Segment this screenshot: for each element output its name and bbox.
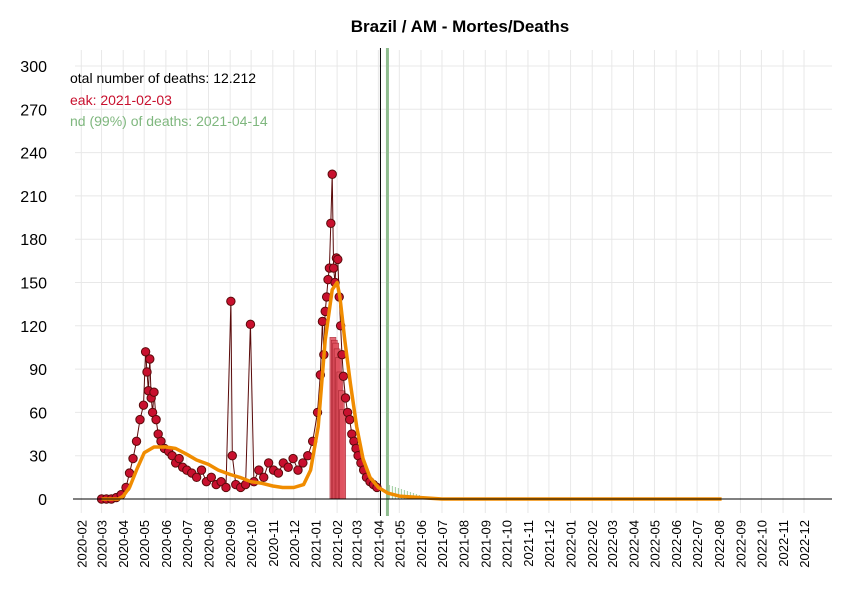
y-tick-label: 300	[20, 59, 47, 76]
x-tick-label: 2021-04	[371, 520, 386, 568]
y-tick-label: 240	[20, 146, 47, 163]
observed-point	[263, 458, 274, 468]
x-tick-label: 2020-12	[287, 520, 302, 568]
x-tick-label: 2021-03	[350, 520, 365, 568]
x-tick-label: 2021-09	[478, 520, 493, 568]
observed-point	[226, 296, 236, 306]
observed-point	[196, 465, 207, 475]
observed-point	[293, 465, 303, 475]
observed-point	[327, 169, 337, 179]
x-tick-label: 2022-05	[647, 520, 662, 568]
observed-point	[221, 482, 231, 493]
observed-point	[338, 371, 349, 382]
observed-point	[288, 453, 298, 464]
peak-bars-layer	[329, 337, 347, 500]
x-tick-label: 2020-11	[266, 520, 281, 567]
x-tick-label: 2020-10	[244, 520, 259, 568]
observed-point	[151, 414, 161, 425]
x-tick-label: 2022-12	[797, 520, 812, 568]
x-tick-label: 2022-04	[626, 520, 641, 568]
x-tick-label: 2021-11	[521, 520, 536, 567]
x-tick-label: 2021-12	[542, 520, 557, 568]
y-tick-label: 270	[20, 102, 47, 119]
x-tick-label: 2022-01	[564, 520, 579, 568]
observed-point	[149, 387, 159, 397]
observed-point	[138, 400, 149, 410]
x-tick-label: 2021-02	[330, 520, 345, 568]
observed-line	[101, 174, 378, 500]
fitted-curve	[101, 280, 722, 501]
y-tick-label: 150	[20, 276, 47, 293]
tick-labels-layer: 0 30 60 90 120 150 180 210 240 270 300 2020-02 2020-…	[20, 59, 812, 568]
observed-point	[142, 367, 152, 377]
x-tick-label: 2021-01	[308, 520, 323, 568]
x-tick-label: 2020-02	[74, 520, 89, 568]
x-tick-label: 2021-05	[392, 520, 407, 568]
observed-point	[326, 218, 336, 229]
y-tick-label: 60	[29, 405, 47, 422]
x-tick-label: 2021-07	[435, 520, 450, 568]
x-tick-label: 2022-03	[605, 520, 620, 568]
observed-point	[245, 319, 256, 330]
y-tick-label: 120	[20, 319, 47, 336]
x-tick-label: 2020-07	[180, 520, 195, 568]
observed-point	[131, 436, 142, 446]
x-tick-label: 2022-08	[712, 520, 727, 568]
fitted-series-layer	[101, 280, 722, 501]
observed-point	[227, 451, 237, 461]
observed-point	[273, 468, 284, 478]
observed-point	[140, 347, 151, 357]
observed-point	[340, 393, 351, 403]
x-tick-label: 2022-09	[733, 520, 748, 568]
observed-point	[145, 354, 155, 364]
observed-point	[128, 453, 138, 464]
observed-point	[191, 472, 202, 483]
y-tick-label: 210	[20, 189, 47, 206]
x-tick-label: 2022-06	[669, 520, 684, 568]
x-tick-label: 2020-06	[159, 520, 174, 568]
observed-point	[345, 414, 355, 425]
x-tick-label: 2022-07	[690, 520, 705, 568]
observed-point	[317, 316, 328, 327]
end-annotation: nd (99%) of deaths: 2021-04-14	[70, 113, 268, 129]
observed-point	[206, 472, 217, 483]
x-tick-label: 2022-02	[585, 520, 600, 568]
x-tick-label: 2022-10	[754, 520, 769, 568]
observed-point	[259, 472, 269, 483]
peak-bar	[339, 409, 347, 500]
observed-point	[174, 453, 184, 464]
y-tick-label: 180	[20, 232, 47, 249]
observed-point	[303, 451, 313, 461]
y-tick-label: 90	[29, 362, 47, 379]
x-tick-label: 2020-09	[223, 520, 238, 568]
x-tick-label: 2020-05	[137, 520, 152, 568]
observed-point	[283, 462, 293, 472]
observed-point	[328, 263, 339, 273]
x-tick-label: 2021-10	[499, 520, 514, 568]
x-tick-label: 2020-03	[95, 520, 110, 568]
x-tick-label: 2022-11	[776, 520, 791, 567]
y-tick-label: 0	[38, 492, 47, 509]
observed-point	[333, 254, 343, 265]
x-tick-label: 2020-08	[202, 520, 217, 568]
observed-point	[298, 458, 308, 468]
observed-point	[254, 465, 264, 475]
peak-annotation: eak: 2021-02-03	[70, 92, 172, 108]
x-tick-label: 2020-04	[116, 520, 131, 568]
y-tick-label: 30	[29, 449, 47, 466]
x-tick-label: 2021-08	[457, 520, 472, 568]
total-deaths-annotation: otal number of deaths: 12.212	[70, 70, 256, 86]
observed-point	[135, 414, 145, 425]
chart-title: Brazil / AM - Mortes/Deaths	[351, 17, 570, 36]
x-tick-label: 2021-06	[414, 520, 429, 568]
